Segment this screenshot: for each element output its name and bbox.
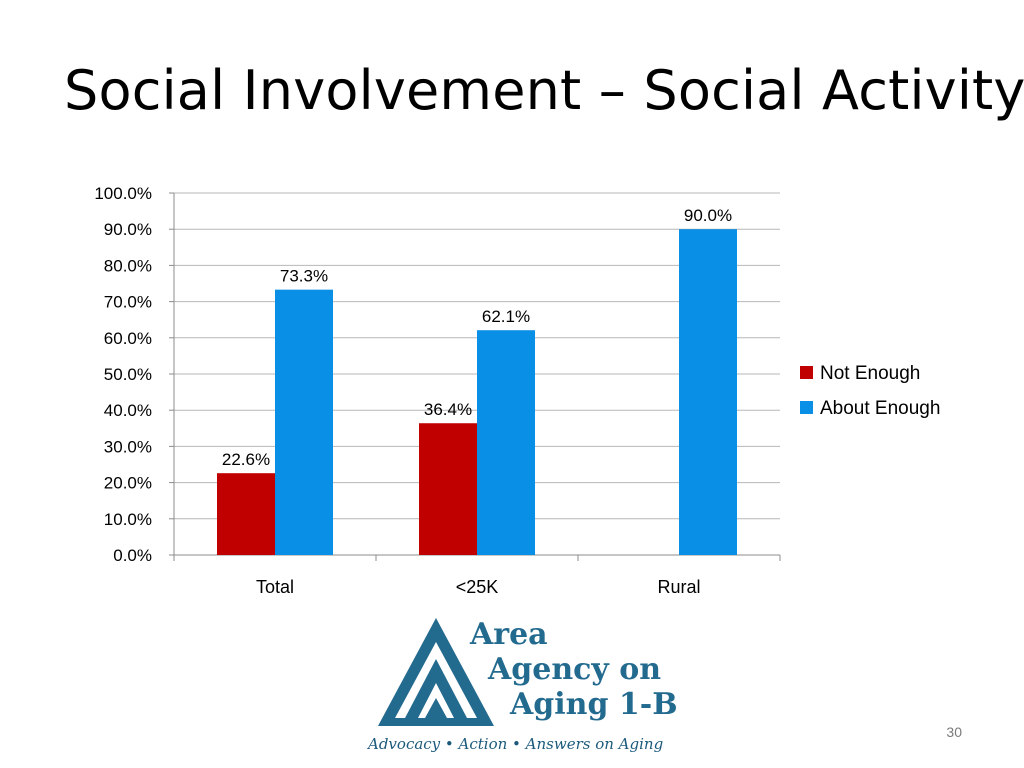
y-tick-label: 80.0%	[104, 256, 152, 275]
bar	[217, 473, 275, 555]
legend: Not Enough About Enough	[800, 363, 940, 419]
x-tick-label: <25K	[456, 577, 499, 597]
logo-line-aging-1b: Aging 1-B	[509, 687, 678, 722]
legend-swatch	[800, 366, 813, 379]
area-agency-on-aging-logo: Area Agency on Aging 1-B Advocacy • Acti…	[366, 617, 678, 753]
y-tick-label: 90.0%	[104, 220, 152, 239]
y-axis: 0.0% 10.0% 20.0% 30.0% 40.0% 50.0% 60.0% 70.0% 8…	[94, 184, 175, 565]
data-label: 22.6%	[222, 450, 270, 469]
bar	[477, 330, 535, 555]
data-label: 62.1%	[482, 307, 530, 326]
logo-triangle-icon	[378, 618, 494, 726]
y-tick-label: 30.0%	[104, 437, 152, 456]
data-label: 73.3%	[280, 267, 328, 286]
legend-label: Not Enough	[820, 363, 920, 384]
data-label: 36.4%	[424, 400, 472, 419]
data-labels: 22.6% 73.3% 36.4% 62.1% 90.0%	[222, 206, 732, 469]
legend-label: About Enough	[820, 398, 940, 419]
x-axis: Total <25K Rural	[173, 554, 781, 597]
logo-line-agency-on: Agency on	[487, 652, 661, 687]
y-tick-label: 10.0%	[104, 510, 152, 529]
y-tick-label: 40.0%	[104, 401, 152, 420]
bar	[679, 229, 737, 555]
x-tick-label: Total	[256, 577, 294, 597]
y-tick-label: 60.0%	[104, 329, 152, 348]
legend-swatch	[800, 401, 813, 414]
y-tick-label: 0.0%	[113, 546, 152, 565]
y-tick-label: 100.0%	[94, 184, 152, 203]
data-label: 90.0%	[684, 206, 732, 225]
bar	[419, 423, 477, 555]
page-number: 30	[946, 724, 962, 740]
bars	[217, 229, 737, 555]
bar	[275, 289, 333, 555]
x-tick-label: Rural	[657, 577, 700, 597]
logo-line-area: Area	[469, 617, 548, 652]
y-tick-label: 20.0%	[104, 474, 152, 493]
logo-tagline: Advocacy • Action • Answers on Aging	[366, 735, 663, 753]
y-tick-label: 50.0%	[104, 365, 152, 384]
y-tick-label: 70.0%	[104, 293, 152, 312]
slide-title: Social Involvement – Social Activity	[64, 59, 1024, 122]
